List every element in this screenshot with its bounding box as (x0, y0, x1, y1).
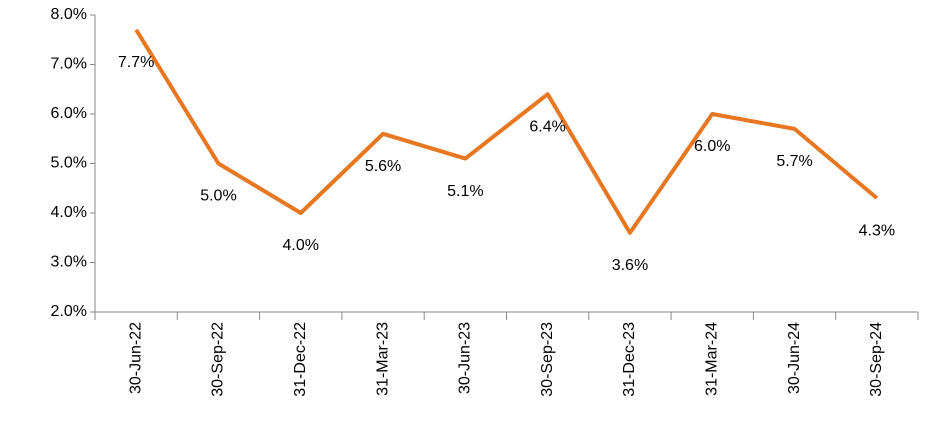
data-label: 5.6% (365, 158, 401, 175)
line-series (134, 28, 879, 235)
x-tick-label: 31-Mar-24 (703, 322, 720, 396)
x-tick-label: 30-Sep-22 (210, 322, 227, 397)
x-tick-label: 30-Sep-23 (539, 322, 556, 397)
data-label: 5.7% (776, 153, 812, 170)
data-label: 7.7% (118, 54, 154, 71)
data-label: 4.0% (283, 237, 319, 254)
data-label: 5.0% (200, 188, 236, 205)
y-tick-label: 7.0% (51, 56, 87, 73)
data-label: 5.1% (447, 183, 483, 200)
x-tick-label: 31-Mar-23 (374, 322, 391, 396)
data-label: 6.4% (529, 118, 565, 135)
x-tick-label: 30-Jun-22 (127, 322, 144, 394)
y-tick-label: 2.0% (51, 303, 87, 320)
y-tick-label: 3.0% (51, 254, 87, 271)
x-tick-label: 30-Sep-24 (868, 322, 885, 397)
data-label: 6.0% (694, 138, 730, 155)
data-label: 3.6% (612, 257, 648, 274)
y-tick-label: 6.0% (51, 105, 87, 122)
x-tick-label: 30-Jun-24 (786, 322, 803, 394)
x-tick-label: 31-Dec-22 (292, 322, 309, 397)
x-tick-label: 30-Jun-23 (457, 322, 474, 394)
y-tick-label: 4.0% (51, 204, 87, 221)
y-tick-label: 5.0% (51, 155, 87, 172)
y-tick-label: 8.0% (51, 6, 87, 23)
x-tick-label: 31-Dec-23 (621, 322, 638, 397)
data-label: 4.3% (859, 222, 895, 239)
